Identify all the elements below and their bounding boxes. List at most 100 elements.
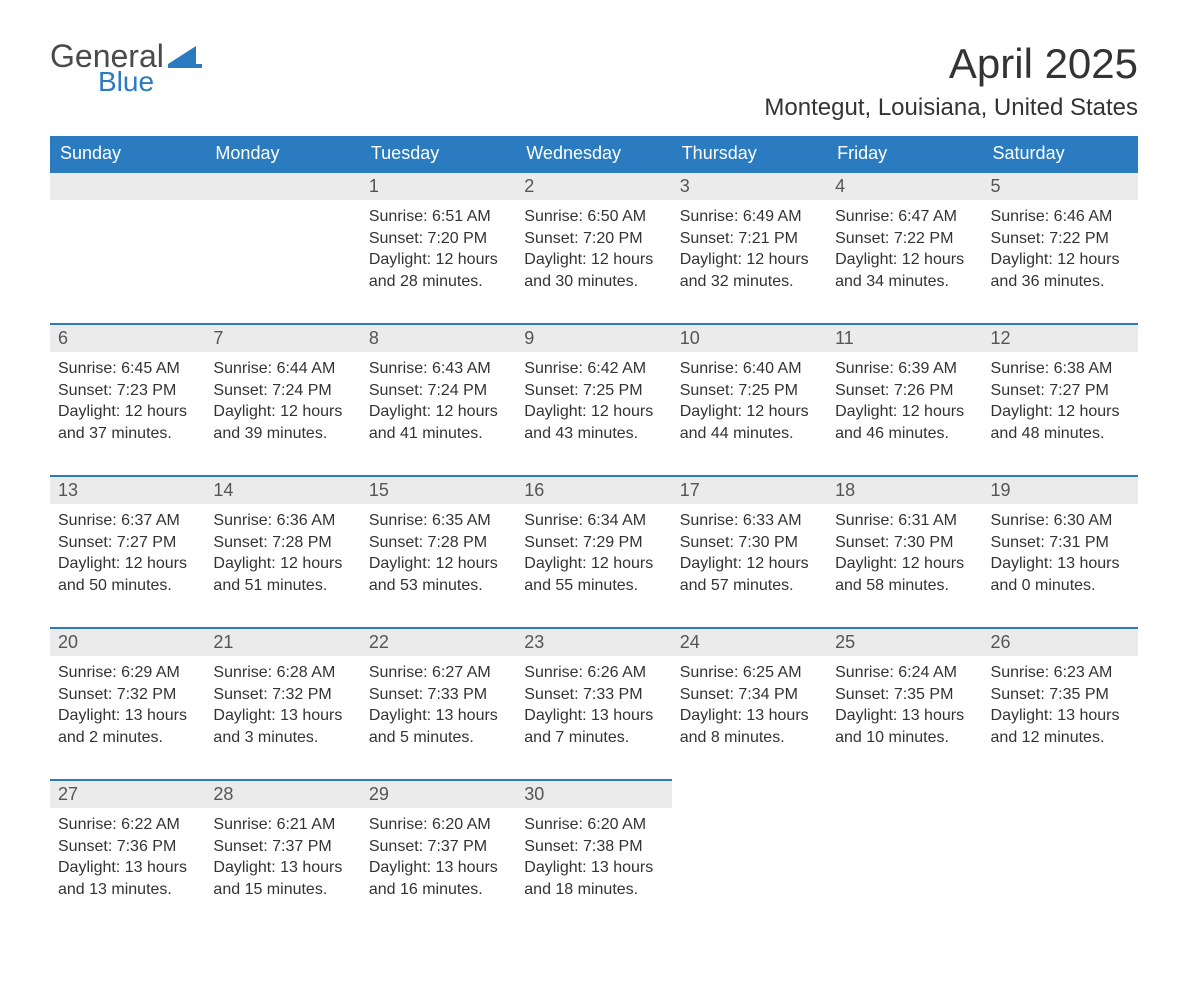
calendar-cell: 27Sunrise: 6:22 AMSunset: 7:36 PMDayligh… [50,780,205,932]
sunset-line: Sunset: 7:31 PM [991,532,1130,554]
calendar-cell: 20Sunrise: 6:29 AMSunset: 7:32 PMDayligh… [50,628,205,780]
calendar-cell: 11Sunrise: 6:39 AMSunset: 7:26 PMDayligh… [827,324,982,476]
day-details: Sunrise: 6:39 AMSunset: 7:26 PMDaylight:… [827,352,982,452]
calendar-cell: 9Sunrise: 6:42 AMSunset: 7:25 PMDaylight… [516,324,671,476]
daylight-line: Daylight: 12 hours and 51 minutes. [213,553,352,596]
daylight-line: Daylight: 12 hours and 41 minutes. [369,401,508,444]
calendar-cell: 28Sunrise: 6:21 AMSunset: 7:37 PMDayligh… [205,780,360,932]
daylight-line: Daylight: 13 hours and 3 minutes. [213,705,352,748]
daylight-line: Daylight: 12 hours and 43 minutes. [524,401,663,444]
calendar-table: SundayMondayTuesdayWednesdayThursdayFrid… [50,136,1138,932]
day-number: 20 [50,629,205,656]
day-number: 18 [827,477,982,504]
sunrise-line: Sunrise: 6:50 AM [524,206,663,228]
sunrise-line: Sunrise: 6:44 AM [213,358,352,380]
calendar-cell: 24Sunrise: 6:25 AMSunset: 7:34 PMDayligh… [672,628,827,780]
calendar-cell: 16Sunrise: 6:34 AMSunset: 7:29 PMDayligh… [516,476,671,628]
day-number: 13 [50,477,205,504]
day-number [983,780,1138,807]
calendar-cell: 29Sunrise: 6:20 AMSunset: 7:37 PMDayligh… [361,780,516,932]
sunset-line: Sunset: 7:23 PM [58,380,197,402]
calendar-page: General Blue April 2025 Montegut, Louisi… [0,0,1188,982]
calendar-cell: 25Sunrise: 6:24 AMSunset: 7:35 PMDayligh… [827,628,982,780]
calendar-cell: 7Sunrise: 6:44 AMSunset: 7:24 PMDaylight… [205,324,360,476]
day-details: Sunrise: 6:43 AMSunset: 7:24 PMDaylight:… [361,352,516,452]
day-number: 30 [516,781,671,808]
day-number: 24 [672,629,827,656]
sunrise-line: Sunrise: 6:43 AM [369,358,508,380]
daylight-line: Daylight: 12 hours and 36 minutes. [991,249,1130,292]
calendar-cell: 19Sunrise: 6:30 AMSunset: 7:31 PMDayligh… [983,476,1138,628]
day-details: Sunrise: 6:34 AMSunset: 7:29 PMDaylight:… [516,504,671,604]
daylight-line: Daylight: 13 hours and 16 minutes. [369,857,508,900]
day-details: Sunrise: 6:46 AMSunset: 7:22 PMDaylight:… [983,200,1138,300]
calendar-cell: 15Sunrise: 6:35 AMSunset: 7:28 PMDayligh… [361,476,516,628]
sunset-line: Sunset: 7:34 PM [680,684,819,706]
day-details: Sunrise: 6:27 AMSunset: 7:33 PMDaylight:… [361,656,516,756]
sunset-line: Sunset: 7:24 PM [213,380,352,402]
sunrise-line: Sunrise: 6:25 AM [680,662,819,684]
daylight-line: Daylight: 13 hours and 5 minutes. [369,705,508,748]
sunset-line: Sunset: 7:32 PM [58,684,197,706]
day-details: Sunrise: 6:35 AMSunset: 7:28 PMDaylight:… [361,504,516,604]
calendar-cell: 14Sunrise: 6:36 AMSunset: 7:28 PMDayligh… [205,476,360,628]
sunrise-line: Sunrise: 6:23 AM [991,662,1130,684]
day-number: 25 [827,629,982,656]
day-number [672,780,827,807]
daylight-line: Daylight: 12 hours and 37 minutes. [58,401,197,444]
calendar-cell [50,172,205,324]
sunrise-line: Sunrise: 6:20 AM [524,814,663,836]
sunrise-line: Sunrise: 6:35 AM [369,510,508,532]
day-number: 23 [516,629,671,656]
calendar-week: 20Sunrise: 6:29 AMSunset: 7:32 PMDayligh… [50,628,1138,780]
calendar-cell: 22Sunrise: 6:27 AMSunset: 7:33 PMDayligh… [361,628,516,780]
sunset-line: Sunset: 7:33 PM [369,684,508,706]
day-details: Sunrise: 6:36 AMSunset: 7:28 PMDaylight:… [205,504,360,604]
sunset-line: Sunset: 7:30 PM [680,532,819,554]
day-header: Tuesday [361,136,516,172]
sunrise-line: Sunrise: 6:22 AM [58,814,197,836]
sunrise-line: Sunrise: 6:31 AM [835,510,974,532]
day-number [50,173,205,200]
day-number: 27 [50,781,205,808]
day-number: 15 [361,477,516,504]
calendar-cell: 8Sunrise: 6:43 AMSunset: 7:24 PMDaylight… [361,324,516,476]
calendar-cell: 23Sunrise: 6:26 AMSunset: 7:33 PMDayligh… [516,628,671,780]
day-details: Sunrise: 6:20 AMSunset: 7:38 PMDaylight:… [516,808,671,908]
daylight-line: Daylight: 13 hours and 2 minutes. [58,705,197,748]
day-number [827,780,982,807]
sunrise-line: Sunrise: 6:34 AM [524,510,663,532]
calendar-cell: 1Sunrise: 6:51 AMSunset: 7:20 PMDaylight… [361,172,516,324]
logo-text-blue: Blue [98,68,164,96]
day-details: Sunrise: 6:33 AMSunset: 7:30 PMDaylight:… [672,504,827,604]
daylight-line: Daylight: 13 hours and 18 minutes. [524,857,663,900]
calendar-cell: 5Sunrise: 6:46 AMSunset: 7:22 PMDaylight… [983,172,1138,324]
sunset-line: Sunset: 7:37 PM [369,836,508,858]
day-header: Sunday [50,136,205,172]
sunset-line: Sunset: 7:37 PM [213,836,352,858]
day-number: 8 [361,325,516,352]
day-number: 9 [516,325,671,352]
sunrise-line: Sunrise: 6:21 AM [213,814,352,836]
day-details: Sunrise: 6:26 AMSunset: 7:33 PMDaylight:… [516,656,671,756]
day-details: Sunrise: 6:22 AMSunset: 7:36 PMDaylight:… [50,808,205,908]
sunrise-line: Sunrise: 6:42 AM [524,358,663,380]
calendar-week: 1Sunrise: 6:51 AMSunset: 7:20 PMDaylight… [50,172,1138,324]
daylight-line: Daylight: 13 hours and 7 minutes. [524,705,663,748]
sunset-line: Sunset: 7:30 PM [835,532,974,554]
sunset-line: Sunset: 7:27 PM [991,380,1130,402]
day-number: 29 [361,781,516,808]
day-number: 2 [516,173,671,200]
day-details: Sunrise: 6:30 AMSunset: 7:31 PMDaylight:… [983,504,1138,604]
sunrise-line: Sunrise: 6:39 AM [835,358,974,380]
daylight-line: Daylight: 12 hours and 48 minutes. [991,401,1130,444]
day-details: Sunrise: 6:45 AMSunset: 7:23 PMDaylight:… [50,352,205,452]
daylight-line: Daylight: 12 hours and 44 minutes. [680,401,819,444]
sunset-line: Sunset: 7:36 PM [58,836,197,858]
sunset-line: Sunset: 7:26 PM [835,380,974,402]
day-header: Thursday [672,136,827,172]
daylight-line: Daylight: 12 hours and 46 minutes. [835,401,974,444]
sunrise-line: Sunrise: 6:26 AM [524,662,663,684]
sunrise-line: Sunrise: 6:24 AM [835,662,974,684]
day-details: Sunrise: 6:25 AMSunset: 7:34 PMDaylight:… [672,656,827,756]
